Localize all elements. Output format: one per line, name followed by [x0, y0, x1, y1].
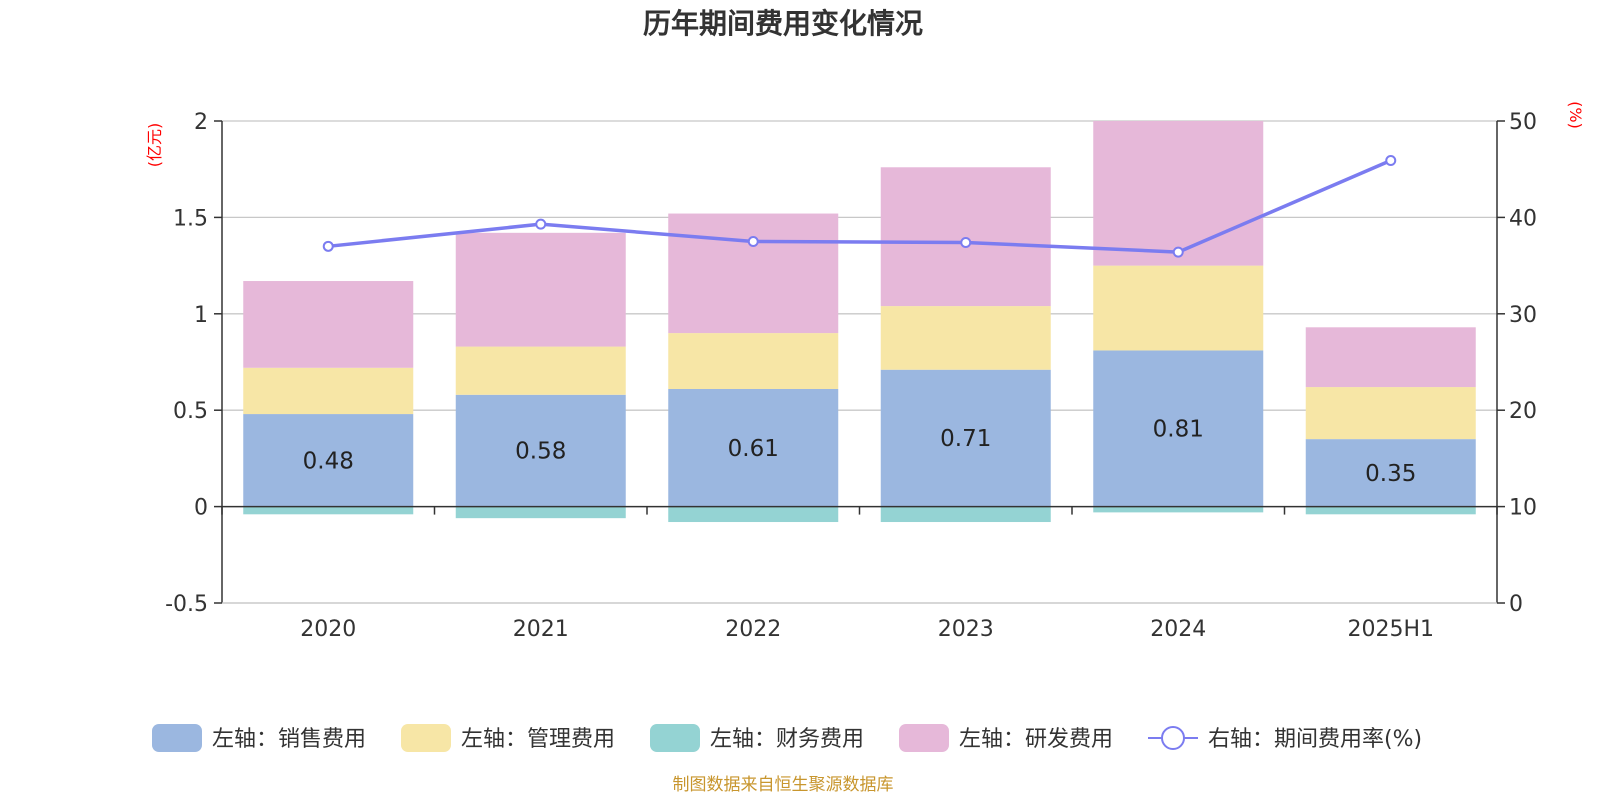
left-tick-label: 1.5: [173, 206, 208, 231]
left-tick-label: 0.5: [173, 399, 208, 424]
data-label: 0.58: [515, 439, 566, 465]
legend-marker-icon: [1161, 726, 1185, 750]
bar-segment: [243, 281, 414, 368]
rate-point: [960, 236, 972, 248]
source-note: 制图数据来自恒生聚源数据库: [673, 775, 894, 795]
x-tick-label: 2022: [725, 617, 781, 642]
left-tick-label: 0: [194, 496, 208, 521]
data-label-layer: 0.48 0.58 0.61 0.71 0.81 0.35: [303, 417, 1417, 487]
bar-segment: [880, 167, 1051, 307]
bar-segment: [1093, 265, 1264, 351]
data-label: 0.81: [1153, 417, 1204, 443]
legend-label: 左轴：研发费用: [959, 727, 1113, 752]
left-axis-unit: (亿元): [145, 123, 164, 168]
bar-segment: [455, 506, 626, 519]
bar-segment: [1093, 506, 1264, 513]
rate-point: [322, 240, 334, 252]
bar-segment: [668, 333, 839, 389]
bar-segment: [880, 506, 1051, 523]
bar-segment: [880, 369, 1051, 507]
bar-segment: [668, 213, 839, 334]
left-tick-label: -0.5: [165, 592, 208, 617]
rate-point: [1172, 246, 1184, 258]
right-tick-label: 20: [1509, 399, 1537, 424]
bar-layer: [243, 121, 1476, 523]
legend-swatch: [401, 724, 451, 752]
legend-label: 右轴：期间费用率(%): [1208, 727, 1422, 752]
x-tick-label: 2024: [1150, 617, 1206, 642]
data-label: 0.48: [303, 448, 354, 474]
right-tick-label: 10: [1509, 496, 1537, 521]
rate-line-layer: [322, 155, 1397, 258]
right-tick-label: 50: [1509, 110, 1537, 135]
x-tick-label: 2023: [938, 617, 994, 642]
right-tick-label: 40: [1509, 206, 1537, 231]
chart-title: 历年期间费用变化情况: [643, 7, 923, 40]
bar-segment: [1305, 439, 1476, 507]
legend: 左轴：销售费用 左轴：管理费用 左轴：财务费用 左轴：研发费用 右轴：期间费用率(%): [152, 724, 1422, 752]
bar-segment: [243, 414, 414, 507]
bar-segment: [1305, 327, 1476, 388]
bar-segment: [455, 394, 626, 507]
bar-segment: [1305, 506, 1476, 515]
bar-segment: [880, 306, 1051, 370]
legend-swatch: [650, 724, 700, 752]
legend-label: 左轴：财务费用: [710, 727, 864, 752]
data-label: 0.35: [1365, 461, 1416, 487]
left-tick-label: 1: [194, 303, 208, 328]
data-label: 0.61: [728, 436, 779, 462]
bar-segment: [1093, 121, 1264, 266]
bar-segment: [455, 346, 626, 395]
rate-point: [1385, 155, 1397, 167]
bar-segment: [243, 506, 414, 515]
x-tick-label: 2021: [513, 617, 569, 642]
legend-label: 左轴：管理费用: [461, 727, 615, 752]
rate-point: [747, 236, 759, 247]
right-tick-label: 30: [1509, 303, 1537, 328]
bar-segment: [243, 367, 414, 415]
right-tick-label: 0: [1509, 592, 1523, 617]
x-tick-label: 2025H1: [1347, 617, 1434, 642]
right-axis-unit: (%): [1566, 101, 1585, 129]
legend-swatch: [899, 724, 949, 752]
legend-swatch: [152, 724, 202, 752]
bar-segment: [668, 506, 839, 523]
bar-segment: [455, 232, 626, 347]
rate-point: [535, 218, 547, 230]
x-tick-label: 2020: [300, 617, 356, 642]
bar-segment: [668, 388, 839, 507]
bar-segment: [1305, 387, 1476, 440]
left-tick-label: 2: [194, 110, 208, 135]
data-label: 0.71: [940, 426, 991, 452]
legend-label: 左轴：销售费用: [212, 727, 366, 752]
bar-segment: [1093, 350, 1264, 507]
rate-line: [328, 158, 1392, 254]
